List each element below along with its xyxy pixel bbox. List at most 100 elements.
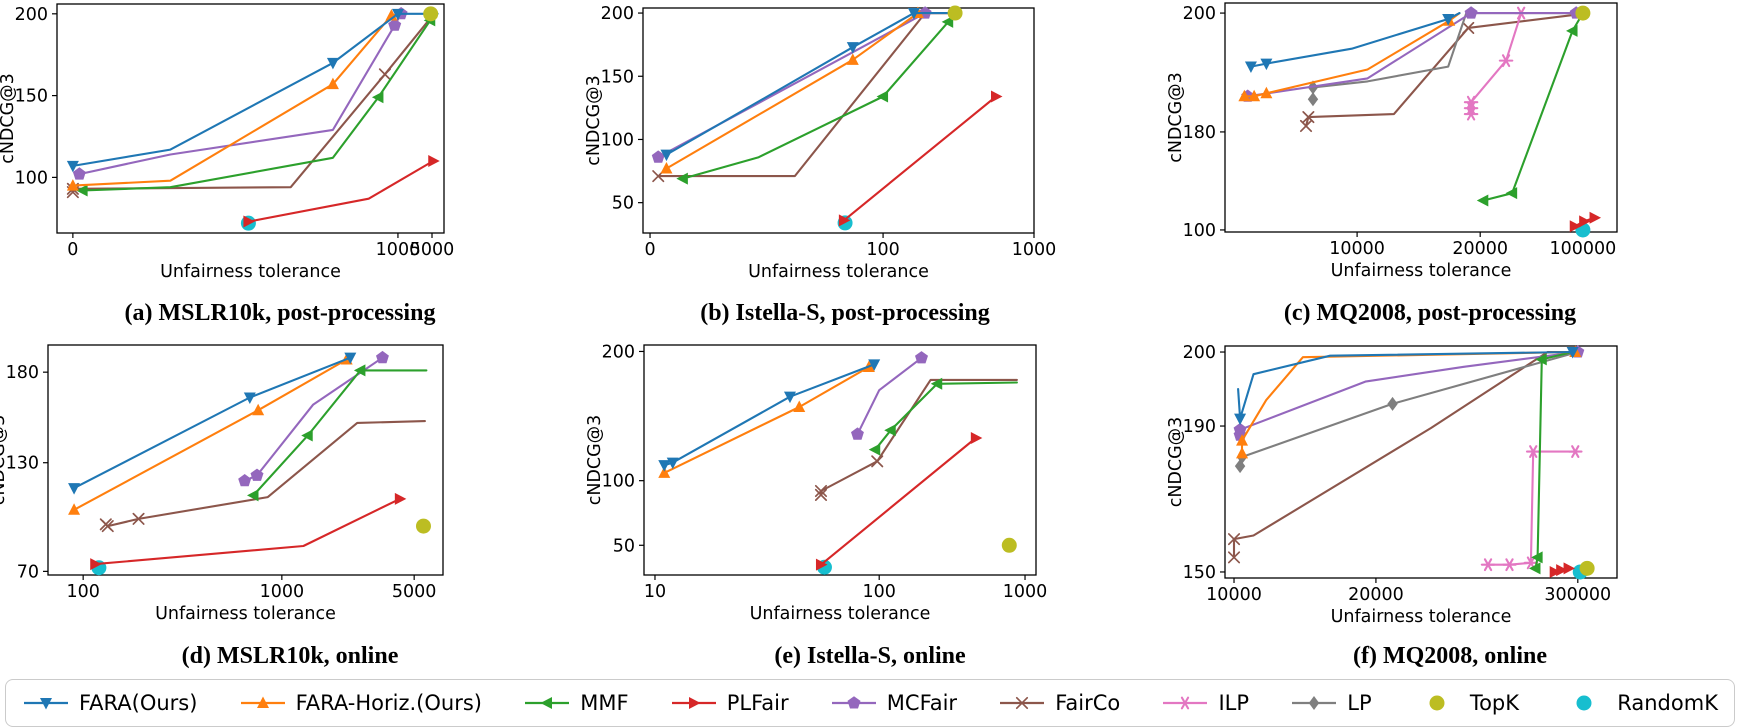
triangle-left-marker-icon [1476,194,1489,207]
caption-e: (e) Istella-S, online [774,643,966,669]
asterisk-marker-icon [1571,445,1580,458]
plot-border [47,344,444,576]
legend-label: LP [1347,691,1372,715]
series-line [856,356,923,436]
series-line [681,14,957,180]
subplot-d: 100 1000 5000 70 130 180 Unfairness tolerance c… [0,344,444,624]
legend-box: FARA(Ours) FARA-Horiz.(Ours) MMF PLFair MCFa… [5,679,1735,727]
pentagon-marker-icon [1464,6,1478,19]
series-mmf [868,377,1018,456]
caption-d: (d) MSLR10k, online [181,643,399,669]
y-tick-label: 200 [1183,343,1216,363]
triangle-down-marker-icon [68,483,81,495]
series-fairco [1299,12,1591,133]
subplot-c: 10000 20000 100000 100 180 200 Unfairness tole… [1166,2,1618,281]
legend-item-ilp: ILP [1161,690,1249,716]
triangle-down-marker-icon [1234,413,1247,426]
series-fairco [99,420,426,533]
legend-marker-triangle-down-icon [24,698,68,710]
subplot-b: 0 100 1000 50 100 150 200 Unfairness tolerance c… [584,4,1056,282]
series-plfair [1569,211,1602,233]
legend-item-fairco: FairCo [998,690,1120,716]
triangle-down-marker-icon [658,460,671,472]
series-fara-ours [68,352,357,495]
caption-a: (a) MSLR10k, post-processing [124,300,436,326]
triangle-down-marker-icon [1566,347,1579,359]
series-line [663,365,870,474]
asterisk-marker-icon [1505,558,1514,572]
diamond-marker-icon [1234,459,1246,474]
triangle-left-marker-icon [1531,551,1543,564]
series-line [247,159,435,223]
pentagon-marker-icon [72,167,86,180]
y-tick-label: 100 [15,168,48,188]
caption-c: (c) MQ2008, post-processing [1283,300,1577,326]
triangle-up-marker-icon [252,403,265,416]
series-line [81,19,432,192]
circle-marker-icon [1429,695,1445,711]
circle-marker-icon [1579,560,1595,576]
triangle-up-marker-icon [1236,434,1249,446]
x-tick-label: 1000 [1003,582,1048,602]
series-line [819,436,977,566]
legend-label: MMF [580,691,629,715]
y-tick-label: 200 [602,342,635,362]
series-line [78,12,403,176]
x-axis-label: Unfairness tolerance [1331,261,1512,281]
legend-item-mcfair: MCFair [830,690,957,716]
triangle-right-marker-icon [990,90,1003,103]
y-tick-label: 200 [601,4,634,24]
triangle-down-marker-icon [846,42,859,54]
legend-item-fara-horiz-ours: FARA-Horiz.(Ours) [239,690,482,716]
legend-marker-diamond-icon [1292,696,1337,710]
series-fara-ours [660,8,957,162]
series-fara-ours [1244,12,1461,74]
triangle-down-marker-icon [783,391,796,404]
x-marker-icon [1302,111,1315,124]
series-line [819,378,1018,496]
y-tick-label: 200 [15,5,48,25]
x-axis-label: Unfairness tolerance [748,262,929,282]
triangle-up-marker-icon [326,77,339,90]
series-line [657,12,957,159]
series-line [94,497,401,566]
series-line [71,12,436,194]
series-mcfair [851,351,928,440]
plot-border [1224,345,1618,579]
triangle-down-marker-icon [907,8,920,20]
series-plfair [815,432,983,571]
legend-marker-pentagon-icon [831,696,876,709]
series-ilp [1480,445,1583,572]
legend-item-plfair: PLFair [670,690,789,716]
series-mmf [76,14,436,197]
triangle-down-marker-icon [1442,14,1455,26]
legend-item-topk: TopK [1413,690,1519,716]
series-mcfair [72,7,408,180]
triangle-left-marker-icon [371,91,384,104]
triangle-right-marker-icon [243,215,255,228]
asterisk-marker-icon [1529,445,1538,458]
triangle-down-marker-icon [40,698,52,710]
triangle-right-marker-icon [1556,564,1568,577]
triangle-up-marker-icon [793,400,806,413]
x-tick-label: 300000 [1544,585,1611,605]
circle-marker-icon [1001,537,1017,553]
circle-marker-icon [1575,5,1591,21]
x-tick-label: 10000 [1329,239,1385,259]
pentagon-marker-icon [238,474,252,487]
triangle-right-marker-icon [815,558,828,571]
triangle-left-marker-icon [540,697,553,709]
series-line [1470,12,1523,116]
pentagon-marker-icon [376,350,389,364]
triangle-down-marker-icon [666,457,679,470]
asterisk-marker-icon [1181,696,1190,710]
series-line [657,12,957,178]
triangle-left-marker-icon [941,15,954,28]
x-tick-label: 100 [66,582,99,602]
legend-label: FARA-Horiz.(Ours) [295,691,482,715]
y-tick-label: 180 [6,363,39,383]
y-tick-label: 100 [601,130,634,150]
legend-label: MCFair [886,691,958,715]
legend-marker-asterisk-icon [1163,696,1208,710]
